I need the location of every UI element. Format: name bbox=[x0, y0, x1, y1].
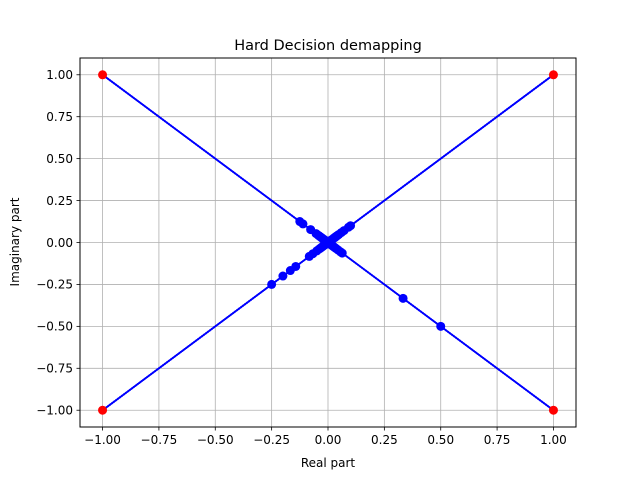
data-point bbox=[298, 219, 308, 229]
y-tick-label: 0.25 bbox=[46, 194, 73, 208]
data-point bbox=[398, 293, 408, 303]
data-point bbox=[436, 321, 446, 331]
data-point bbox=[98, 70, 108, 80]
data-point bbox=[278, 271, 288, 281]
data-point bbox=[267, 279, 277, 289]
y-tick-label: −0.25 bbox=[36, 278, 73, 292]
x-tick-label: 0.00 bbox=[315, 433, 342, 447]
y-tick-label: −0.75 bbox=[36, 362, 73, 376]
plot-data bbox=[98, 70, 558, 415]
y-tick-label: −0.50 bbox=[36, 320, 73, 334]
data-point bbox=[98, 405, 108, 415]
y-tick-label: 0.75 bbox=[46, 110, 73, 124]
x-tick-label: 0.50 bbox=[427, 433, 454, 447]
x-tick-label: 1.00 bbox=[540, 433, 567, 447]
y-tick-label: 0.50 bbox=[46, 152, 73, 166]
x-tick-label: 0.25 bbox=[371, 433, 398, 447]
y-axis-label: Imaginary part bbox=[8, 197, 22, 286]
x-tick-label: −0.50 bbox=[197, 433, 234, 447]
x-tick-label: 0.75 bbox=[484, 433, 511, 447]
x-tick-label: −0.75 bbox=[141, 433, 178, 447]
data-point bbox=[548, 70, 558, 80]
x-tick-label: −1.00 bbox=[84, 433, 121, 447]
series-1 bbox=[98, 70, 558, 415]
y-tick-label: −1.00 bbox=[36, 404, 73, 418]
series-0 bbox=[102, 74, 554, 411]
x-axis-label: Real part bbox=[301, 456, 356, 470]
decision-line bbox=[102, 74, 328, 243]
ticks: −1.00 −0.75 −0.50 −0.25 0.00 0.25 0.50 0.75 1.00… bbox=[36, 68, 567, 447]
chart-title: Hard Decision demapping bbox=[234, 38, 422, 54]
data-point bbox=[323, 237, 333, 247]
data-point bbox=[291, 261, 301, 271]
x-tick-label: −0.25 bbox=[253, 433, 290, 447]
data-point bbox=[548, 405, 558, 415]
y-tick-label: 0.00 bbox=[46, 236, 73, 250]
y-tick-label: 1.00 bbox=[46, 68, 73, 82]
decision-line bbox=[328, 74, 554, 243]
